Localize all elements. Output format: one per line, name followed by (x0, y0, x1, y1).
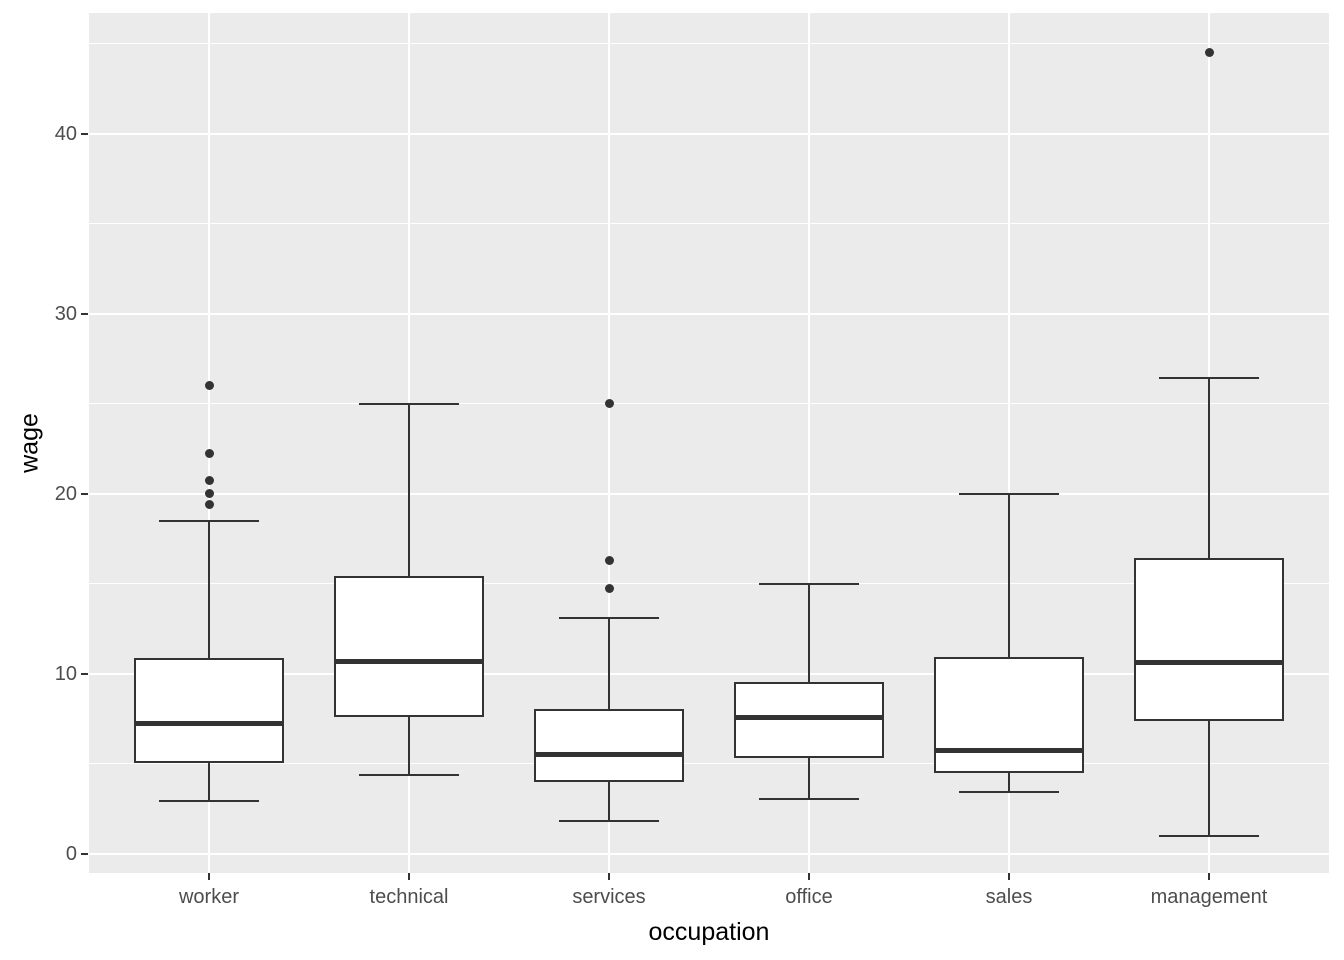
plot-panel (89, 13, 1329, 873)
outlier-point (604, 555, 614, 565)
outlier-point (204, 476, 214, 486)
whisker-line-lower (608, 781, 610, 822)
boxplot-management (1134, 558, 1284, 722)
y-axis-tick (81, 312, 88, 315)
whisker-line-upper (608, 617, 610, 709)
x-axis-tick (208, 873, 210, 880)
whisker-line-lower (408, 716, 410, 776)
gridline-major-h (89, 672, 1329, 675)
boxplot-technical (334, 576, 484, 717)
gridline-minor-h (89, 583, 1329, 585)
outlier-point (1204, 48, 1214, 58)
outlier-point (604, 584, 614, 594)
gridline-minor-h (89, 223, 1329, 225)
x-axis-tick (408, 873, 410, 880)
whisker-cap-lower (1159, 834, 1259, 837)
outlier-point (204, 499, 214, 509)
median-line (136, 720, 282, 726)
gridline-major-h (89, 852, 1329, 855)
y-tick-label: 0 (65, 842, 77, 865)
median-line (336, 659, 482, 665)
x-tick-label: office (785, 886, 833, 908)
whisker-cap-lower (359, 774, 459, 777)
gridline-major-h (89, 312, 1329, 315)
whisker-cap-lower (759, 797, 859, 800)
x-tick-label: management (1150, 886, 1268, 908)
y-axis-tick (81, 672, 88, 675)
y-axis-tick (81, 492, 88, 495)
whisker-line-upper (408, 403, 410, 577)
whisker-line-upper (808, 583, 810, 682)
median-line (536, 752, 682, 758)
gridline-minor-h (89, 43, 1329, 45)
y-axis-tick (81, 132, 88, 135)
x-tick-label: technical (369, 886, 449, 908)
outlier-point (204, 381, 214, 391)
whisker-cap-lower (159, 800, 259, 803)
median-line (736, 715, 882, 721)
whisker-line-lower (1208, 721, 1210, 836)
x-axis-tick (608, 873, 610, 880)
y-axis-title-text: wage (15, 413, 44, 473)
y-tick-label: 10 (54, 662, 77, 685)
whisker-cap-lower (559, 820, 659, 823)
outlier-point (604, 399, 614, 409)
outlier-point (204, 449, 214, 459)
gridline-major-h (89, 492, 1329, 495)
median-line (936, 747, 1082, 753)
x-tick-label: services (572, 886, 646, 908)
gridline-v (808, 13, 810, 873)
outlier-point (204, 489, 214, 499)
x-tick-label: worker (178, 886, 239, 908)
whisker-cap-lower (959, 791, 1059, 794)
x-tick-label: sales (985, 886, 1033, 908)
x-axis-tick (1208, 873, 1210, 880)
whisker-line-upper (1008, 493, 1010, 658)
whisker-line-lower (208, 762, 210, 802)
whisker-line-lower (808, 758, 810, 799)
boxplot-services (534, 708, 684, 782)
x-axis-tick (1008, 873, 1010, 880)
x-axis-title: occupation (648, 918, 770, 946)
gridline-v (208, 13, 210, 873)
median-line (1136, 660, 1282, 666)
gridline-v (1008, 13, 1010, 873)
gridline-major-h (89, 132, 1329, 135)
whisker-line-upper (1208, 378, 1210, 559)
gridline-v (608, 13, 610, 873)
x-axis-tick (808, 873, 810, 880)
gridline-minor-h (89, 763, 1329, 765)
boxplot-worker (134, 658, 284, 763)
y-tick-label: 20 (54, 482, 77, 505)
y-tick-label: 40 (54, 122, 77, 145)
boxplot-sales (934, 657, 1084, 773)
y-axis-tick (81, 852, 88, 855)
gridline-minor-h (89, 403, 1329, 405)
whisker-line-lower (1008, 772, 1010, 793)
whisker-line-upper (208, 520, 210, 659)
y-tick-label: 30 (54, 302, 77, 325)
